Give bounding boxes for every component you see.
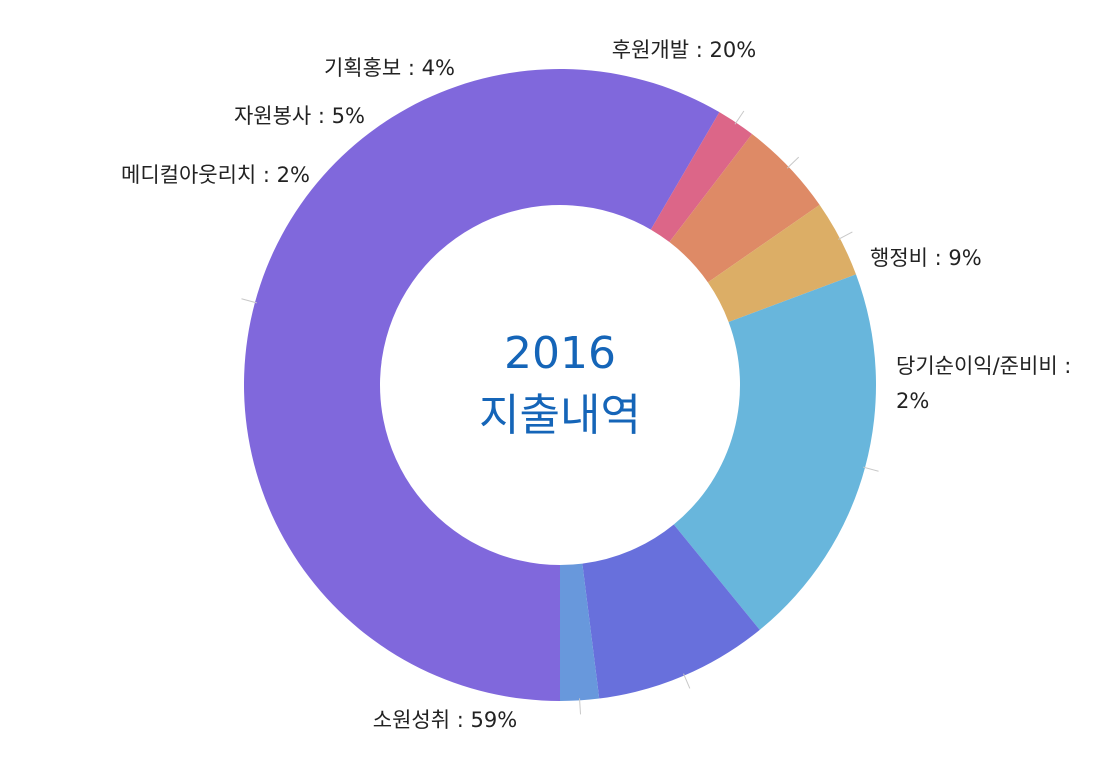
slice-label-4: 후원개발 : 20% — [612, 38, 756, 62]
slice-label-2: 자원봉사 : 5% — [234, 104, 365, 128]
slice-4 — [673, 274, 877, 630]
slice-labels: 소원성취 : 59% 메디컬아웃리치 : 2% 자원봉사 : 5% 기획홍보 : 4%… — [121, 38, 1071, 732]
leader-line-1 — [734, 110, 745, 125]
slice-3 — [707, 204, 856, 322]
leader-line-5 — [683, 673, 691, 689]
label-leader-lines — [241, 110, 879, 715]
slice-6 — [560, 563, 600, 701]
slice-label-5: 행정비 : 9% — [870, 246, 982, 270]
slice-1 — [650, 112, 753, 243]
slice-0 — [244, 68, 720, 701]
center-title-year: 2016 — [504, 328, 616, 379]
center-title-text: 지출내역 — [479, 390, 641, 441]
slice-2 — [669, 134, 820, 283]
slice-5 — [582, 524, 760, 699]
leader-line-0 — [241, 298, 258, 304]
leader-line-2 — [786, 156, 800, 169]
leader-line-6 — [579, 698, 582, 715]
slice-label-1: 메디컬아웃리치 : 2% — [121, 163, 310, 187]
slice-label-0: 소원성취 : 59% — [373, 708, 517, 732]
slice-label-6: 당기순이익/준비비 :2% — [896, 354, 1071, 413]
slice-label-3: 기획홍보 : 4% — [324, 56, 455, 80]
leader-line-4 — [862, 466, 879, 472]
donut-slices — [244, 68, 877, 701]
leader-line-3 — [837, 231, 853, 240]
